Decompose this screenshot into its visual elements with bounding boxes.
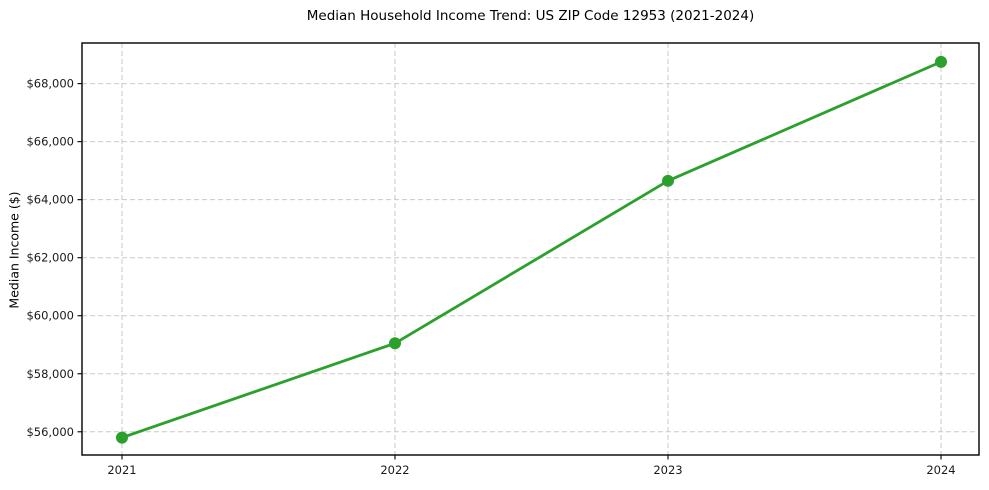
y-tick-label: $56,000: [26, 425, 74, 439]
y-tick-label: $64,000: [26, 193, 74, 207]
x-tick-label: 2023: [653, 463, 682, 477]
chart-title: Median Household Income Trend: US ZIP Co…: [306, 8, 755, 24]
plot-border: [81, 42, 980, 456]
data-point-2022: [389, 337, 401, 350]
y-tick-label: $68,000: [26, 77, 74, 91]
y-tick-label: $62,000: [26, 251, 74, 265]
income-trend-line: [120, 60, 943, 439]
y-tick-label: $60,000: [26, 309, 74, 323]
data-point-2021: [116, 431, 128, 444]
x-tick-label: 2024: [926, 463, 955, 477]
data-point-2024: [935, 55, 947, 68]
data-point-2023: [662, 174, 674, 187]
y-tick-label: $66,000: [26, 135, 74, 149]
y-tick-label: $58,000: [26, 367, 74, 381]
x-tick-label: 2022: [380, 463, 409, 477]
x-tick-label: 2021: [107, 463, 136, 477]
